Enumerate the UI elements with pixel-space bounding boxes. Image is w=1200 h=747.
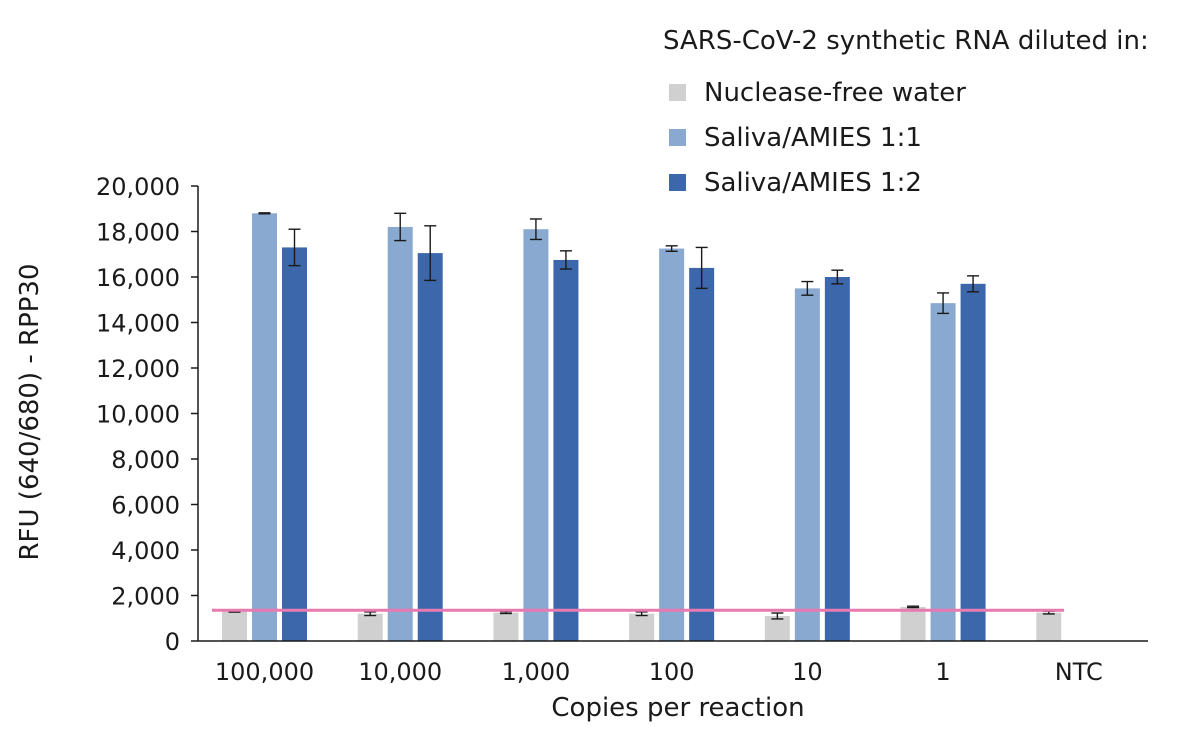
bar [417, 253, 443, 642]
x-axis-title: Copies per reaction [551, 693, 804, 723]
bar [387, 226, 413, 641]
bar-group [222, 213, 1062, 642]
bar [960, 283, 986, 641]
bar [900, 606, 926, 641]
y-tick-label: 18,000 [96, 219, 180, 247]
x-tick-label: 100 [649, 658, 695, 686]
legend-swatch [669, 174, 686, 191]
x-tick-label: 1,000 [502, 658, 571, 686]
bar [1036, 612, 1062, 641]
legend-title: SARS-CoV-2 synthetic RNA diluted in: [663, 26, 1149, 56]
y-tick-label: 0 [165, 628, 180, 656]
error-bar-group [228, 212, 1055, 620]
x-tick-label: 10,000 [358, 658, 442, 686]
y-tick-label: 2,000 [111, 583, 180, 611]
y-tick-label: 6,000 [111, 492, 180, 520]
x-tick-label: 1 [935, 658, 950, 686]
bar [824, 277, 850, 641]
x-tick-label: 100,000 [215, 658, 314, 686]
legend: Nuclease-free water Saliva/AMIES 1:1 Saliv… [669, 78, 966, 198]
bar [764, 615, 790, 641]
bar [523, 229, 549, 641]
legend-label: Nuclease-free water [704, 78, 966, 108]
y-tick-label: 20,000 [96, 173, 180, 201]
bar [493, 612, 519, 641]
y-tick-label: 16,000 [96, 264, 180, 292]
legend-swatch [669, 129, 686, 146]
bar [282, 247, 307, 642]
y-tick-label: 8,000 [111, 446, 180, 474]
bar [222, 611, 247, 641]
y-tick-label: 4,000 [111, 537, 180, 565]
legend-label: Saliva/AMIES 1:2 [704, 168, 922, 198]
bar [659, 248, 685, 641]
x-tick-label: NTC [1055, 658, 1103, 686]
y-axis-title: RFU (640/680) - RPP30 [15, 263, 45, 560]
bar [794, 288, 820, 641]
bar [930, 303, 956, 641]
legend-swatch [669, 84, 686, 101]
axes: 0 2,000 4,000 6,000 8,000 10,000 12,000 14,000 1… [96, 173, 1148, 686]
x-tick-label: 10 [792, 658, 823, 686]
y-tick-label: 10,000 [96, 401, 180, 429]
y-tick-label: 14,000 [96, 310, 180, 338]
y-tick-label: 12,000 [96, 355, 180, 383]
bar [553, 259, 579, 641]
bar [689, 267, 715, 641]
bar [252, 213, 277, 642]
bar [629, 613, 655, 641]
bar [357, 613, 383, 641]
legend-label: Saliva/AMIES 1:1 [704, 123, 922, 153]
